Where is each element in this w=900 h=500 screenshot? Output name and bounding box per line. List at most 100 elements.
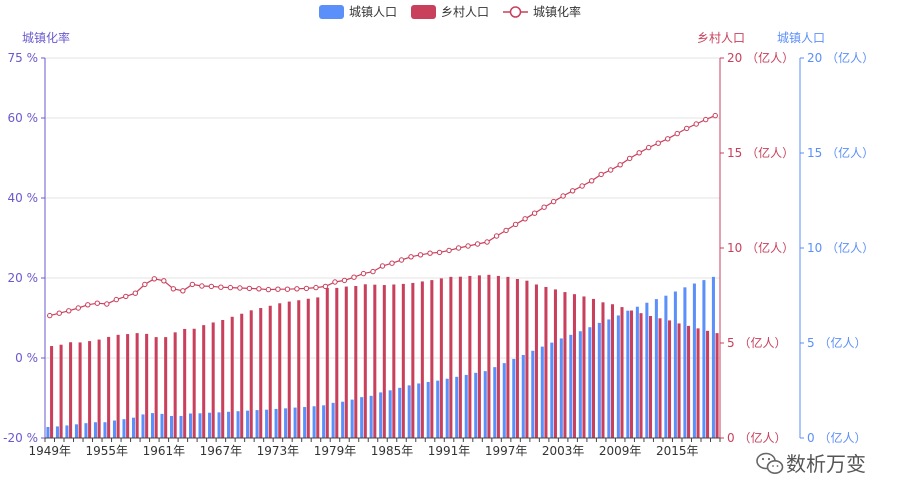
rural-population-bar	[658, 318, 662, 438]
urbanization-rate-point	[645, 144, 652, 151]
rural-population-bar	[620, 307, 624, 438]
urban-population-bar	[198, 413, 202, 438]
legend-label: 乡村人口	[441, 5, 489, 19]
urban-population-bar	[711, 276, 715, 438]
urban-population-bar	[293, 407, 297, 438]
urbanization-rate-point	[455, 245, 462, 251]
urbanization-rate-point	[265, 286, 272, 293]
urban-population-bar	[170, 415, 174, 438]
rural-tick-label: 15 （亿人）	[727, 145, 794, 160]
rural-population-bar	[259, 308, 263, 438]
rural-tick-label: 10 （亿人）	[727, 240, 794, 255]
urban-population-bar	[502, 363, 506, 438]
urban-population-bar	[160, 413, 164, 438]
urbanization-rate-point	[284, 286, 291, 292]
rural-population-bar	[648, 316, 653, 438]
urbanization-rate-point	[227, 284, 234, 291]
urban-population-bar	[540, 346, 544, 438]
urban-population-bar	[179, 415, 183, 438]
rural-population-bar	[316, 297, 320, 438]
urban-population-bar	[607, 319, 611, 438]
urban-population-bar	[55, 426, 59, 438]
urban-population-bar	[189, 413, 193, 438]
x-tick-label: 1961年	[143, 444, 186, 458]
urbanization-rate-point	[303, 285, 310, 292]
urban-population-bar	[350, 399, 354, 438]
x-tick-label: 1985年	[371, 444, 414, 458]
rural-population-bar	[69, 342, 73, 438]
urban-population-bar	[93, 422, 97, 438]
x-tick-label: 2003年	[542, 444, 585, 458]
rural-population-bar	[211, 322, 215, 438]
rural-tick-label: 0 （亿人）	[727, 430, 786, 445]
rural-population-bar	[534, 284, 538, 438]
rural-population-bar	[221, 320, 225, 438]
urbanization-rate-point	[703, 116, 709, 123]
urban-population-bar	[417, 383, 421, 438]
urbanization-rate-point	[180, 288, 186, 294]
rural-population-bar	[411, 282, 415, 438]
urban-population-bar	[312, 406, 316, 438]
urban-population-bar	[626, 310, 630, 438]
urban-population-bar	[483, 371, 487, 438]
urban-population-bar	[550, 342, 554, 438]
bar-series	[46, 274, 719, 438]
urbanization-rate-point	[427, 250, 433, 256]
rural-population-bar	[401, 283, 405, 438]
rural-tick-label: 20 （亿人）	[727, 50, 794, 65]
legend-swatch	[411, 5, 436, 19]
urban-tick-label: 0 （亿人）	[807, 430, 866, 445]
x-tick-label: 1979年	[314, 444, 357, 458]
urbanization-rate-point	[56, 310, 62, 316]
rural-population-bar	[506, 276, 510, 438]
wechat-icon	[756, 452, 784, 474]
rural-population-bar	[468, 275, 472, 438]
urbanization-rate-point	[379, 263, 386, 269]
rate-tick-label: 40 %	[8, 191, 39, 205]
rural-population-bar	[458, 276, 462, 438]
rural-population-bar	[97, 339, 101, 438]
urbanization-rate-point	[398, 257, 405, 263]
rural-population-bar	[373, 284, 377, 438]
urbanization-rate-point	[598, 171, 604, 178]
urban-population-bar	[616, 315, 620, 438]
urban-population-bar	[341, 401, 345, 438]
urbanization-rate-point	[655, 140, 661, 146]
x-tick-label: 2009年	[599, 444, 642, 458]
rural-population-bar	[525, 280, 529, 438]
rural-population-bar	[202, 325, 206, 438]
urban-population-bar	[360, 397, 364, 438]
urbanization-rate-point	[66, 308, 72, 314]
urbanization-rate-point	[446, 247, 452, 254]
rural-population-bar	[696, 328, 700, 438]
urbanization-rate-point	[674, 130, 680, 137]
legend-item[interactable]: 城镇化率	[503, 4, 581, 19]
rural-population-bar	[59, 344, 63, 438]
urbanization-rate-point	[170, 286, 177, 292]
urban-population-bar	[407, 385, 411, 438]
x-tick-label: 1991年	[428, 444, 471, 458]
rural-population-bar	[135, 333, 139, 438]
urban-population-bar	[274, 408, 278, 438]
urban-tick-label: 10 （亿人）	[807, 240, 874, 255]
x-tick-label: 1973年	[257, 444, 300, 458]
urban-population-bar	[436, 380, 440, 438]
urbanization-rate-point	[208, 283, 215, 290]
urban-population-bar	[635, 306, 639, 438]
urbanization-rate-point	[85, 302, 91, 308]
urban-population-bar	[331, 402, 335, 438]
urbanization-rate-point	[218, 284, 224, 290]
urbanization-rate-point	[531, 210, 538, 216]
urbanization-rate-point	[294, 286, 300, 292]
x-tick-label: 1997年	[485, 444, 528, 458]
urbanization-rate-point	[493, 233, 500, 239]
legend-item[interactable]: 城镇人口	[319, 5, 397, 19]
urban-population-bar	[265, 409, 269, 438]
rural-population-bar	[335, 287, 339, 438]
urbanization-rate-point	[341, 277, 348, 284]
rural-population-bar	[439, 278, 443, 438]
rural-population-bar	[715, 333, 719, 438]
legend-item[interactable]: 乡村人口	[411, 5, 489, 19]
urbanization-rate-point	[560, 193, 566, 199]
urbanization-rate-point	[408, 254, 414, 260]
